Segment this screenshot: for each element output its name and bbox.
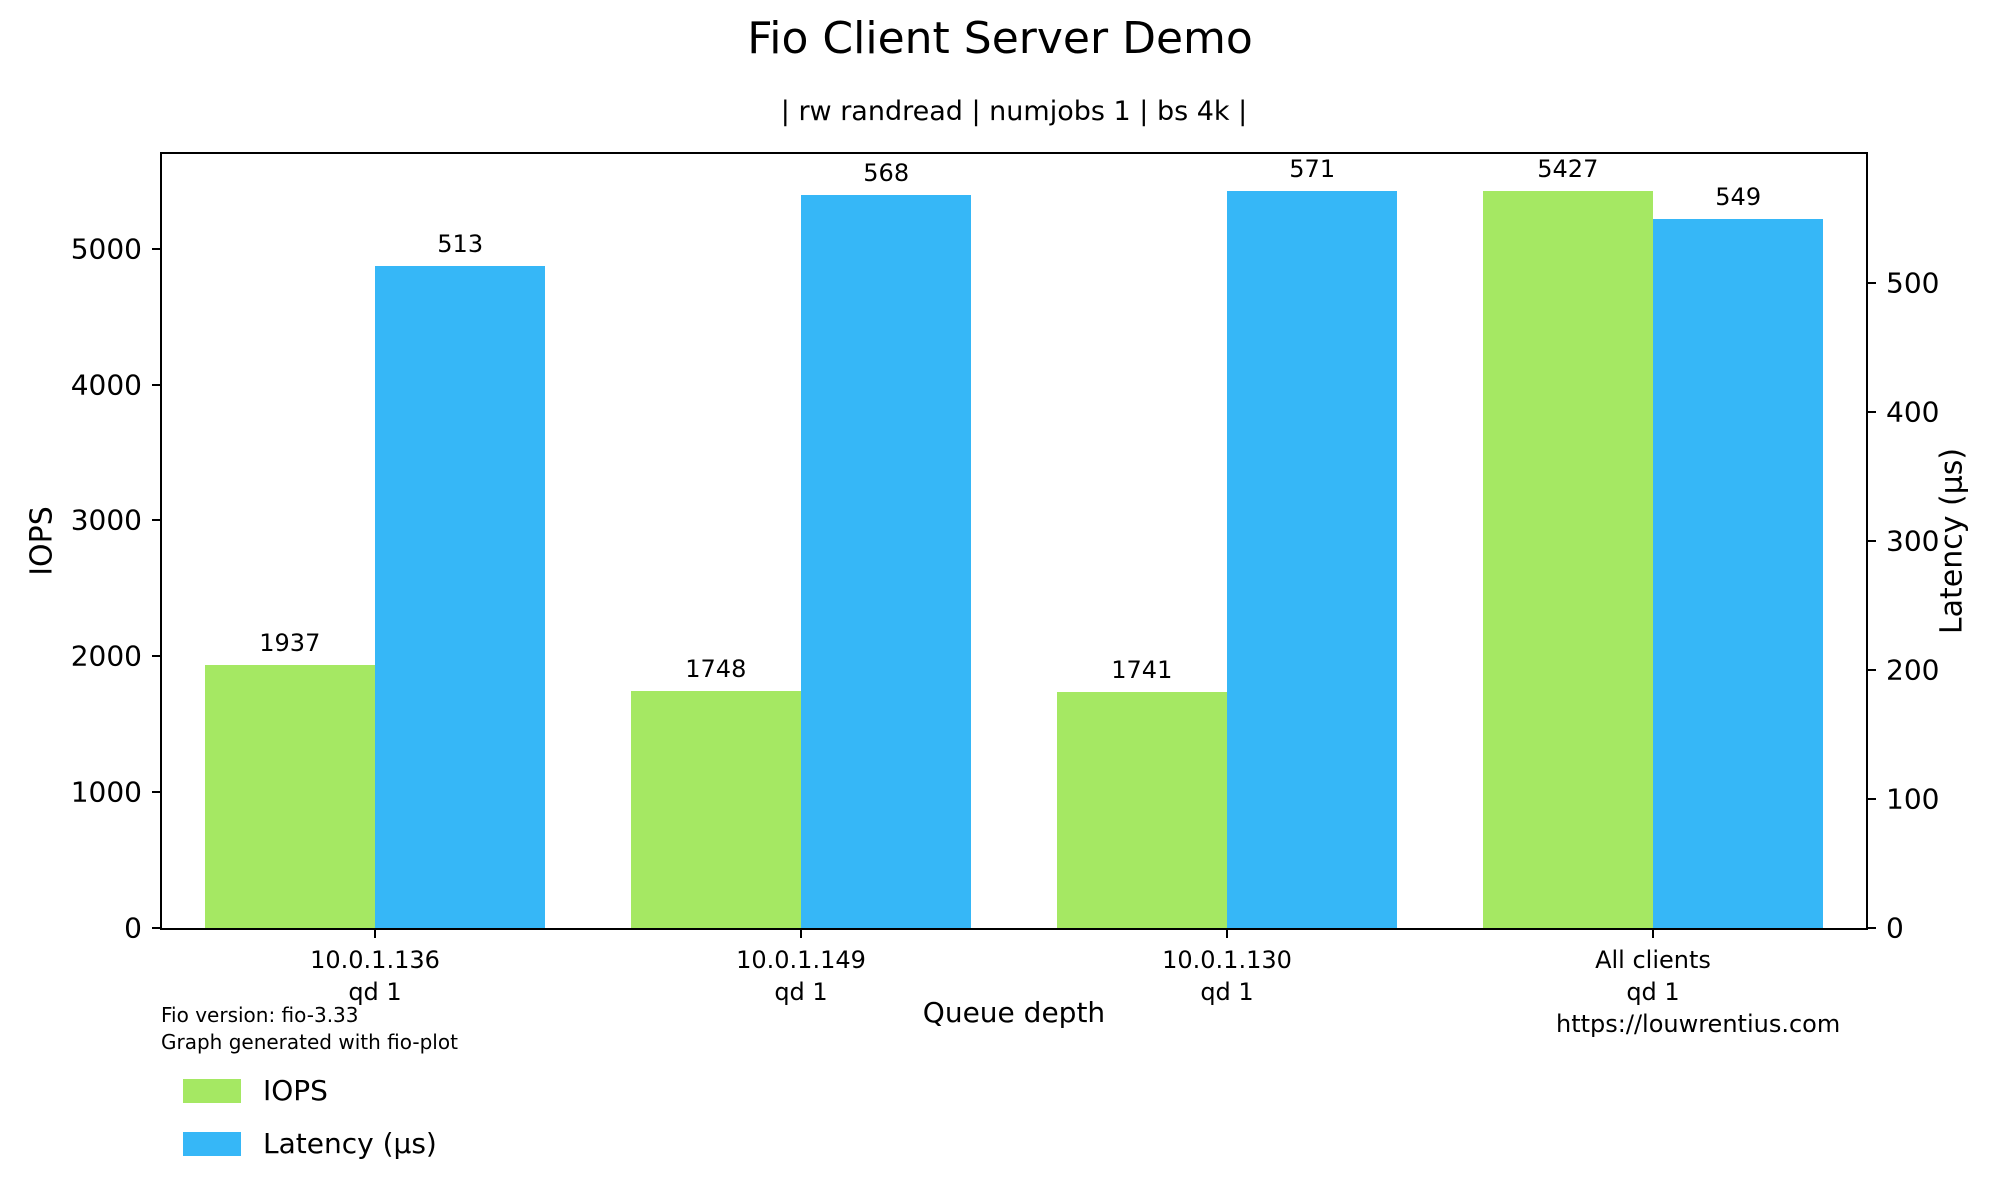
left-axis-title: IOPS bbox=[24, 506, 60, 576]
left-tick-label: 3000 bbox=[70, 503, 142, 537]
x-axis-title: Queue depth bbox=[922, 996, 1106, 1029]
left-tick-mark bbox=[152, 519, 162, 522]
right-tick-label: 100 bbox=[1886, 782, 1940, 816]
left-tick-mark bbox=[152, 247, 162, 250]
x-tick-label: All clients qd 1 bbox=[1595, 946, 1711, 1007]
left-tick-mark bbox=[152, 655, 162, 658]
x-tick-mark bbox=[1226, 928, 1228, 938]
chart-title: Fio Client Server Demo bbox=[747, 13, 1253, 64]
bar-iops bbox=[204, 664, 375, 928]
left-tick-label: 5000 bbox=[70, 232, 142, 266]
legend-label-latency-s: Latency (µs) bbox=[263, 1127, 437, 1160]
right-axis-title: Latency (µs) bbox=[1934, 447, 1970, 635]
x-tick-mark bbox=[374, 928, 376, 938]
right-tick-mark bbox=[1866, 927, 1876, 929]
legend-row-latency-s: Latency (µs) bbox=[183, 1127, 437, 1160]
right-tick-label: 200 bbox=[1886, 653, 1940, 687]
right-tick-label: 400 bbox=[1886, 395, 1940, 429]
bar-latency-s bbox=[1653, 219, 1824, 928]
x-tick-label: 10.0.1.130 qd 1 bbox=[1162, 946, 1292, 1007]
right-tick-label: 300 bbox=[1886, 524, 1940, 558]
left-tick-mark bbox=[152, 383, 162, 386]
bar-value-label: 1937 bbox=[259, 628, 321, 657]
chart-legend: IOPS Latency (µs) bbox=[183, 1074, 437, 1180]
left-tick-mark bbox=[152, 791, 162, 794]
left-tick-label: 1000 bbox=[70, 775, 142, 809]
bar-latency-s bbox=[1227, 190, 1398, 928]
generator-note: Graph generated with fio-plot bbox=[161, 1030, 458, 1054]
website-note: https://louwrentius.com bbox=[1556, 1010, 1841, 1038]
bar-value-label: 549 bbox=[1715, 183, 1762, 212]
bar-value-label: 513 bbox=[437, 229, 484, 258]
left-tick-label: 0 bbox=[124, 911, 142, 945]
right-tick-mark bbox=[1866, 668, 1876, 671]
left-tick-mark bbox=[152, 927, 162, 929]
x-tick-mark bbox=[1652, 928, 1654, 938]
bar-value-label: 568 bbox=[863, 158, 910, 187]
left-tick-label: 4000 bbox=[70, 368, 142, 402]
right-tick-label: 0 bbox=[1886, 911, 1904, 945]
legend-row-iops: IOPS bbox=[183, 1074, 437, 1107]
bar-latency-s bbox=[801, 194, 972, 928]
right-tick-mark bbox=[1866, 410, 1876, 413]
legend-swatch-iops bbox=[183, 1078, 241, 1103]
chart-subtitle: | rw randread | numjobs 1 | bs 4k | bbox=[780, 96, 1248, 127]
bar-latency-s bbox=[375, 265, 546, 928]
bar-iops bbox=[1056, 691, 1227, 928]
legend-label-iops: IOPS bbox=[263, 1074, 328, 1107]
right-tick-mark bbox=[1866, 281, 1876, 284]
bar-iops bbox=[1482, 190, 1653, 928]
x-tick-label: 10.0.1.149 qd 1 bbox=[736, 946, 866, 1007]
x-tick-mark bbox=[800, 928, 802, 938]
legend-swatch-latency-s bbox=[183, 1131, 241, 1156]
plot-area: 0 1000 2000 3000 4000 5000 0 100 200 300 400 500 1… bbox=[71, 152, 1939, 1006]
x-tick-label: 10.0.1.136 qd 1 bbox=[310, 946, 440, 1007]
right-tick-label: 500 bbox=[1886, 266, 1940, 300]
fio-version-note: Fio version: fio-3.33 bbox=[161, 1003, 359, 1027]
bar-iops bbox=[630, 690, 801, 928]
bar-value-label: 571 bbox=[1289, 154, 1336, 183]
bar-value-label: 5427 bbox=[1537, 154, 1599, 183]
bar-value-label: 1748 bbox=[685, 654, 747, 683]
bar-value-label: 1741 bbox=[1111, 655, 1173, 684]
right-tick-mark bbox=[1866, 539, 1876, 542]
left-tick-label: 2000 bbox=[70, 639, 142, 673]
right-tick-mark bbox=[1866, 797, 1876, 800]
